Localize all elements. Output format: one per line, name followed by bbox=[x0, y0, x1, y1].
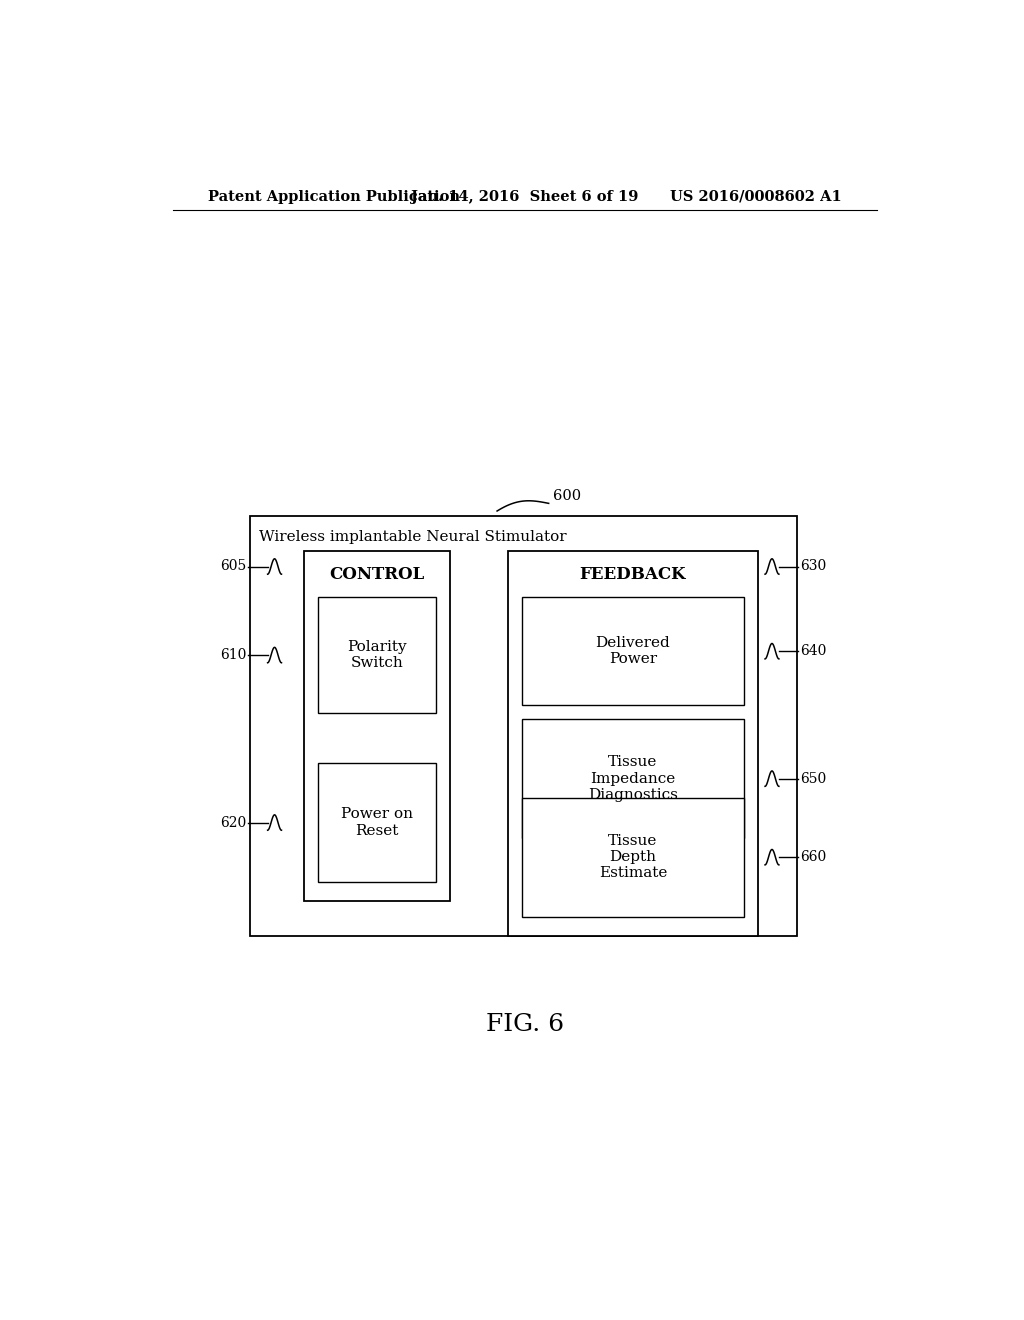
Text: 600: 600 bbox=[553, 488, 581, 503]
Bar bbox=[521, 598, 744, 705]
Bar bbox=[304, 552, 451, 902]
Text: Tissue
Impedance
Diagnostics: Tissue Impedance Diagnostics bbox=[588, 755, 678, 801]
Text: US 2016/0008602 A1: US 2016/0008602 A1 bbox=[671, 190, 842, 203]
Text: 660: 660 bbox=[801, 850, 826, 865]
Text: Delivered
Power: Delivered Power bbox=[596, 636, 671, 667]
Bar bbox=[317, 597, 436, 713]
Bar bbox=[521, 797, 744, 917]
Text: 650: 650 bbox=[801, 772, 826, 785]
Text: Patent Application Publication: Patent Application Publication bbox=[208, 190, 460, 203]
Text: 640: 640 bbox=[801, 644, 826, 659]
Text: Wireless implantable Neural Stimulator: Wireless implantable Neural Stimulator bbox=[259, 531, 566, 544]
Text: Tissue
Depth
Estimate: Tissue Depth Estimate bbox=[599, 834, 668, 880]
Bar bbox=[317, 763, 436, 882]
Text: 630: 630 bbox=[801, 560, 826, 573]
Text: Jan. 14, 2016  Sheet 6 of 19: Jan. 14, 2016 Sheet 6 of 19 bbox=[411, 190, 639, 203]
Bar bbox=[250, 516, 797, 936]
Text: 605: 605 bbox=[220, 560, 246, 573]
Text: FEEDBACK: FEEDBACK bbox=[580, 566, 686, 582]
Text: FIG. 6: FIG. 6 bbox=[485, 1014, 564, 1036]
Bar bbox=[521, 719, 744, 838]
Text: 610: 610 bbox=[220, 648, 246, 663]
Bar bbox=[508, 552, 758, 936]
Text: Polarity
Switch: Polarity Switch bbox=[347, 640, 407, 671]
Text: CONTROL: CONTROL bbox=[330, 566, 425, 582]
Text: 620: 620 bbox=[220, 816, 246, 829]
Text: Power on
Reset: Power on Reset bbox=[341, 808, 413, 838]
